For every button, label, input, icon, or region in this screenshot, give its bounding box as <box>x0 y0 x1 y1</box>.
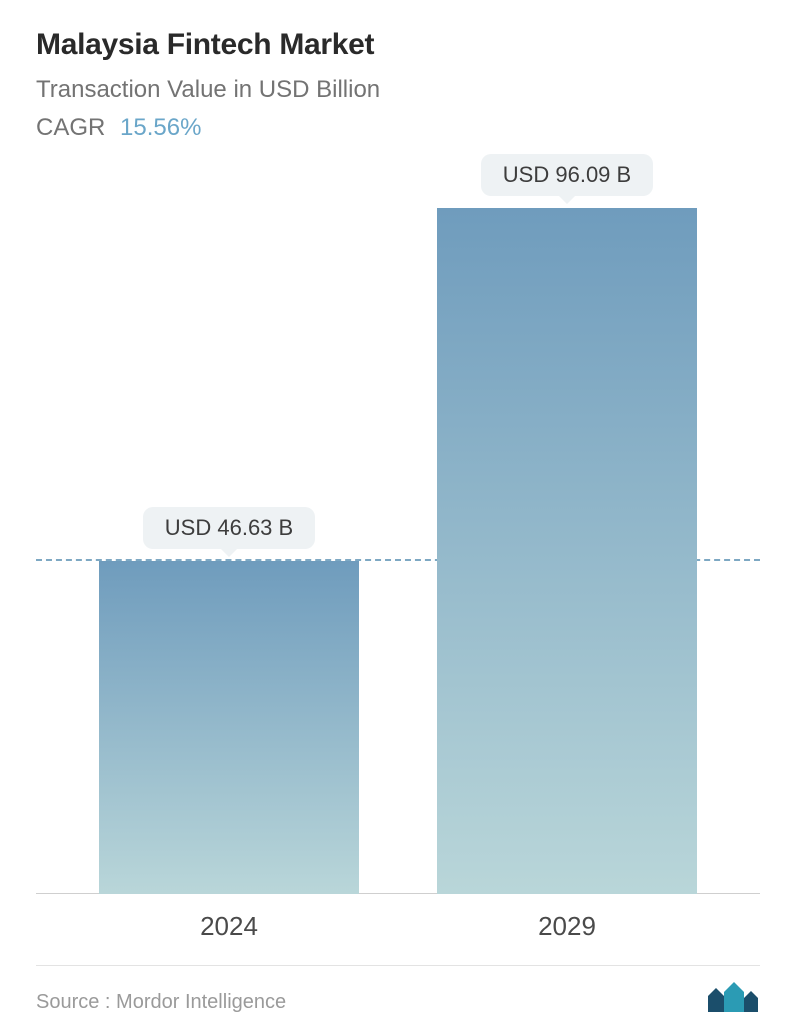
brand-logo <box>706 982 760 1014</box>
chart-title: Malaysia Fintech Market <box>36 28 760 62</box>
bar-group: USD 46.63 B <box>99 561 359 894</box>
source-text: Source : Mordor Intelligence <box>36 991 286 1014</box>
bar-group: USD 96.09 B <box>437 208 697 894</box>
x-axis-label: 2024 <box>99 911 359 942</box>
cagr-value: 15.56% <box>120 114 201 141</box>
chart-area: USD 46.63 B USD 96.09 B <box>0 180 796 894</box>
cagr-label: CAGR <box>36 114 105 141</box>
chart-subtitle: Transaction Value in USD Billion <box>36 76 760 104</box>
x-axis-labels: 2024 2029 <box>0 911 796 942</box>
cagr-row: CAGR 15.56% <box>36 114 760 142</box>
bars-group: USD 46.63 B USD 96.09 B <box>0 180 796 894</box>
logo-icon <box>706 982 760 1014</box>
footer: Source : Mordor Intelligence <box>36 965 760 1014</box>
x-axis-label: 2029 <box>437 911 697 942</box>
value-badge: USD 96.09 B <box>481 154 653 196</box>
bar <box>437 208 697 894</box>
value-badge: USD 46.63 B <box>143 507 315 549</box>
chart-container: Malaysia Fintech Market Transaction Valu… <box>0 0 796 1034</box>
bar <box>99 561 359 894</box>
